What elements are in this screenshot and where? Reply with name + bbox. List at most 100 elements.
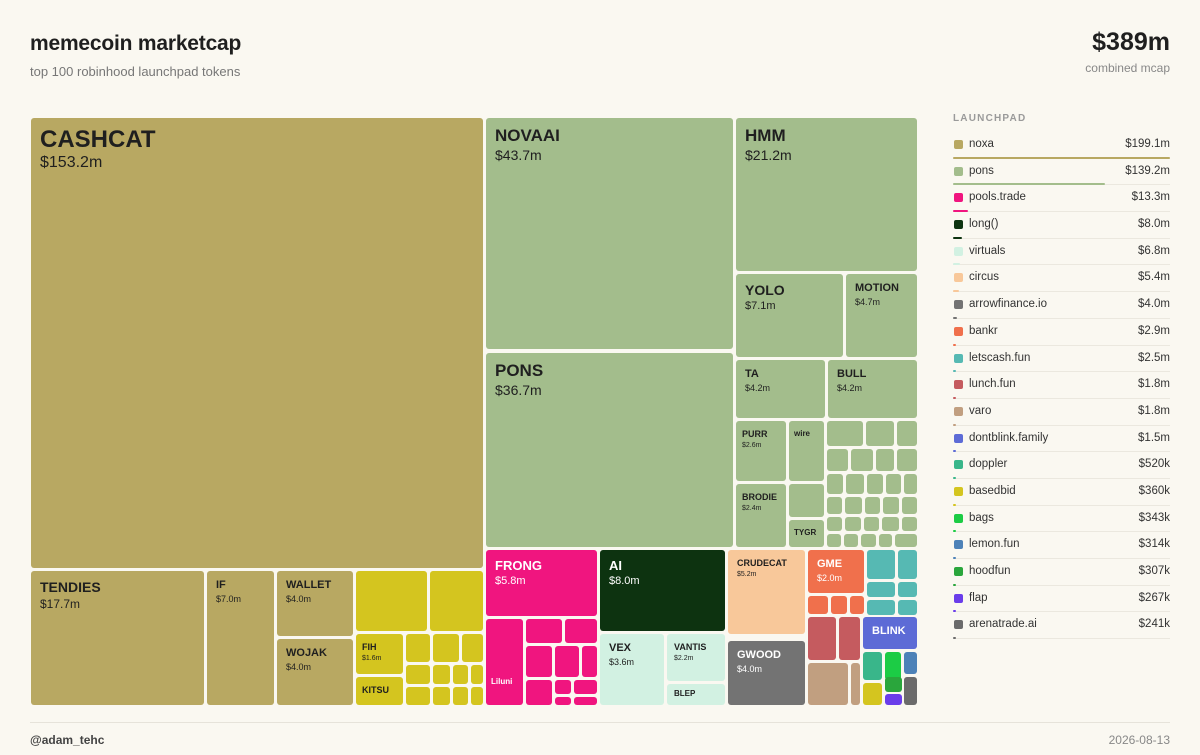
legend-item[interactable]: virtuals $6.8m bbox=[953, 239, 1170, 266]
tile-small[interactable] bbox=[902, 497, 917, 514]
tile-small[interactable] bbox=[876, 449, 894, 471]
tile-small[interactable] bbox=[867, 582, 895, 597]
legend-item[interactable]: dontblink.family $1.5m bbox=[953, 426, 1170, 453]
tile-wallet[interactable]: WALLET $4.0m bbox=[277, 571, 353, 636]
tile-small[interactable] bbox=[897, 421, 917, 446]
tile-small[interactable] bbox=[827, 497, 842, 514]
tile-wire[interactable]: wire bbox=[789, 421, 824, 481]
tile-small[interactable] bbox=[789, 484, 824, 517]
tile-small[interactable] bbox=[827, 517, 842, 531]
legend-item[interactable]: circus $5.4m bbox=[953, 265, 1170, 293]
tile-small[interactable] bbox=[453, 665, 468, 684]
tile-small[interactable] bbox=[845, 517, 861, 531]
tile-small[interactable] bbox=[885, 694, 902, 705]
tile-ta[interactable]: TA $4.2m bbox=[736, 360, 825, 418]
tile-brodie[interactable]: BRODIE $2.4m bbox=[736, 484, 786, 547]
tile-small[interactable] bbox=[902, 517, 917, 531]
legend-item[interactable]: letscash.fun $2.5m bbox=[953, 346, 1170, 373]
tile-small[interactable] bbox=[462, 634, 483, 662]
tile-frong[interactable]: FRONG $5.8m bbox=[486, 550, 597, 616]
legend-item[interactable]: doppler $520k bbox=[953, 452, 1170, 479]
tile-small[interactable] bbox=[885, 677, 902, 692]
tile-small[interactable] bbox=[863, 683, 882, 705]
legend-item[interactable]: bankr $2.9m bbox=[953, 319, 1170, 346]
tile-small[interactable] bbox=[433, 665, 450, 684]
tile-small[interactable] bbox=[863, 652, 882, 680]
tile-small[interactable] bbox=[808, 617, 836, 660]
tile-small[interactable] bbox=[864, 517, 879, 531]
tile-small[interactable] bbox=[471, 687, 483, 705]
tile-bull[interactable]: BULL $4.2m bbox=[828, 360, 917, 418]
tile-small[interactable] bbox=[866, 421, 894, 446]
tile-small[interactable] bbox=[898, 550, 917, 579]
tile-small[interactable] bbox=[886, 474, 901, 494]
legend-item[interactable]: flap $267k bbox=[953, 586, 1170, 613]
legend-item[interactable]: arenatrade.ai $241k bbox=[953, 612, 1170, 640]
tile-ai[interactable]: AI $8.0m bbox=[600, 550, 725, 631]
tile-wojak[interactable]: WOJAK $4.0m bbox=[277, 639, 353, 705]
tile-purr[interactable]: PURR $2.6m bbox=[736, 421, 786, 481]
tile-small[interactable] bbox=[844, 534, 858, 547]
tile-fih[interactable]: FIH $1.6m bbox=[356, 634, 403, 674]
tile-small[interactable] bbox=[904, 474, 917, 494]
tile-small[interactable] bbox=[526, 619, 562, 643]
tile-small[interactable] bbox=[879, 534, 892, 547]
tile-small[interactable] bbox=[808, 596, 828, 614]
tile-small[interactable] bbox=[453, 687, 468, 705]
tile-small[interactable] bbox=[845, 497, 862, 514]
legend-item[interactable]: pools.trade $13.3m bbox=[953, 185, 1170, 213]
tile-vantis[interactable]: VANTIS $2.2m bbox=[667, 634, 725, 681]
tile-small[interactable] bbox=[867, 600, 895, 615]
tile-small[interactable] bbox=[356, 571, 427, 631]
tile-small[interactable] bbox=[526, 646, 552, 677]
legend-item[interactable]: noxa $199.1m bbox=[953, 132, 1170, 159]
tile-small[interactable] bbox=[406, 634, 430, 662]
tile-small[interactable] bbox=[895, 534, 917, 547]
tile-blink[interactable]: BLINK bbox=[863, 617, 917, 649]
tile-small[interactable] bbox=[850, 596, 864, 614]
tile-small[interactable] bbox=[471, 665, 483, 684]
tile-small[interactable] bbox=[851, 663, 860, 705]
tile-small[interactable] bbox=[885, 652, 901, 680]
tile-small[interactable] bbox=[846, 474, 864, 494]
tile-if[interactable]: IF $7.0m bbox=[207, 571, 274, 705]
tile-small[interactable] bbox=[867, 474, 883, 494]
tile-small[interactable] bbox=[555, 646, 579, 677]
tile-small[interactable] bbox=[555, 680, 571, 694]
tile-small[interactable] bbox=[831, 596, 847, 614]
tile-small[interactable] bbox=[839, 617, 860, 660]
tile-hmm[interactable]: HMM $21.2m bbox=[736, 118, 917, 271]
tile-small[interactable] bbox=[827, 534, 841, 547]
tile-small[interactable] bbox=[904, 677, 917, 705]
tile-tendies[interactable]: TENDIES $17.7m bbox=[31, 571, 204, 705]
legend-item[interactable]: hoodfun $307k bbox=[953, 559, 1170, 586]
tile-small[interactable] bbox=[827, 421, 863, 446]
tile-kitsu[interactable]: KITSU bbox=[356, 677, 403, 705]
legend-item[interactable]: lemon.fun $314k bbox=[953, 532, 1170, 559]
tile-small[interactable] bbox=[867, 550, 895, 579]
legend-item[interactable]: varo $1.8m bbox=[953, 399, 1170, 426]
tile-crudecat[interactable]: CRUDECAT $5.2m bbox=[728, 550, 805, 634]
tile-small[interactable] bbox=[406, 687, 430, 705]
legend-item[interactable]: long() $8.0m bbox=[953, 212, 1170, 239]
tile-small[interactable] bbox=[897, 449, 917, 471]
tile-small[interactable] bbox=[565, 619, 597, 643]
tile-small[interactable] bbox=[433, 687, 450, 705]
tile-small[interactable] bbox=[526, 680, 552, 705]
tile-small[interactable] bbox=[555, 697, 571, 705]
legend-item[interactable]: lunch.fun $1.8m bbox=[953, 372, 1170, 399]
tile-small[interactable] bbox=[861, 534, 876, 547]
tile-small[interactable] bbox=[898, 582, 917, 597]
tile-small[interactable] bbox=[582, 646, 597, 677]
tile-small[interactable] bbox=[406, 665, 430, 684]
tile-small[interactable] bbox=[904, 652, 917, 674]
tile-small[interactable] bbox=[883, 497, 899, 514]
tile-pons[interactable]: PONS $36.7m bbox=[486, 353, 733, 547]
tile-small[interactable] bbox=[430, 571, 483, 631]
tile-small[interactable] bbox=[574, 697, 597, 705]
legend-item[interactable]: pons $139.2m bbox=[953, 159, 1170, 186]
tile-small[interactable] bbox=[898, 600, 917, 615]
legend-item[interactable]: bags $343k bbox=[953, 506, 1170, 533]
tile-small[interactable] bbox=[808, 663, 848, 705]
tile-liluni[interactable]: Liluni bbox=[486, 619, 523, 705]
